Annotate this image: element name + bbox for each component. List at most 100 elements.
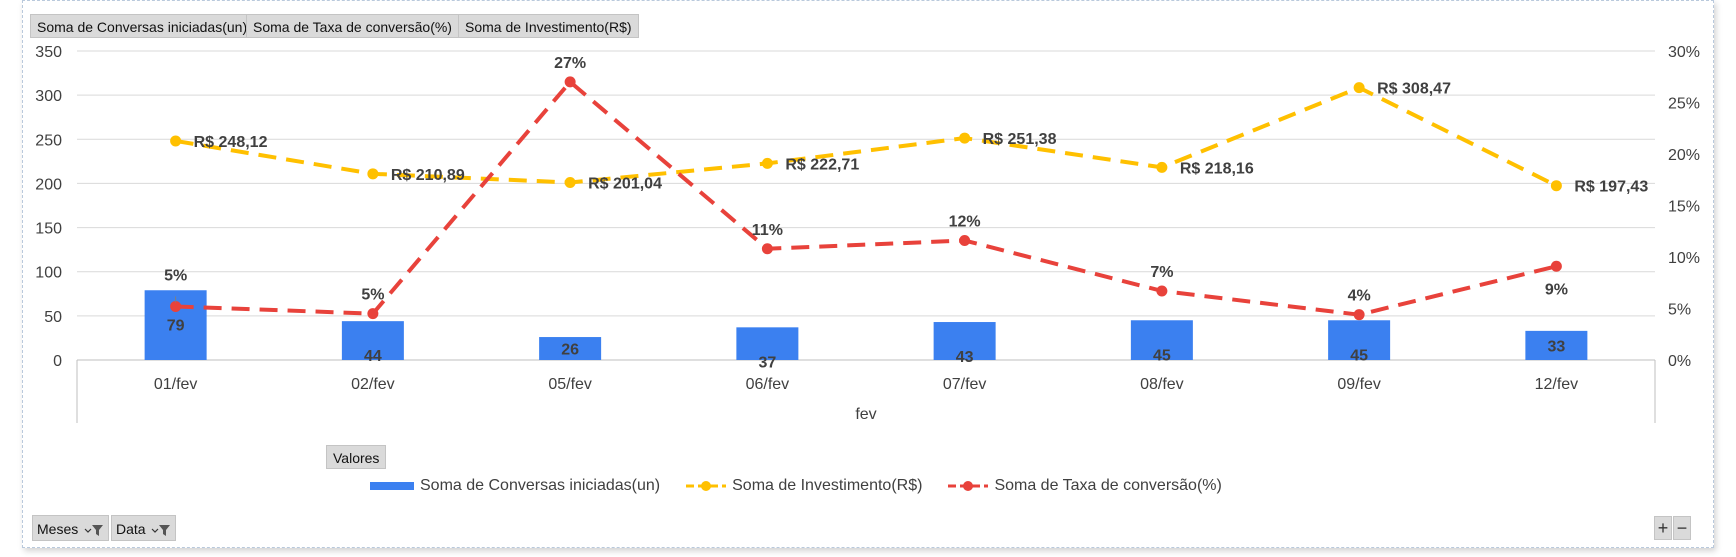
filter-button-meses[interactable]: Meses (32, 515, 110, 541)
bar-value-label: 44 (364, 348, 382, 365)
point-investimento (367, 168, 379, 180)
point-taxa (170, 300, 182, 312)
taxa-label: 4% (1348, 288, 1371, 305)
taxa-label: 11% (752, 222, 783, 239)
bar-value-label: 45 (1153, 347, 1171, 364)
x-tick-label: 12/fev (1535, 376, 1579, 393)
investimento-label: R$ 222,71 (785, 156, 859, 173)
y2-tick-label: 15% (1668, 199, 1700, 216)
investimento-label: R$ 197,43 (1574, 179, 1648, 196)
y2-tick-label: 0% (1668, 353, 1691, 370)
y2-tick-label: 10% (1668, 250, 1700, 267)
line-investimento (175, 85, 1558, 188)
y2-tick-label: 25% (1668, 96, 1700, 113)
legend-label-taxa: Soma de Taxa de conversão(%) (994, 477, 1222, 494)
investimento-label: R$ 210,89 (391, 167, 465, 184)
investimento-label: R$ 308,47 (1377, 81, 1451, 98)
bar-value-label: 33 (1547, 338, 1565, 355)
point-investimento (170, 135, 182, 147)
investimento-label: R$ 201,04 (588, 176, 662, 193)
point-taxa (1550, 260, 1562, 272)
point-investimento (1353, 82, 1365, 94)
x-tick-label: 05/fev (548, 376, 592, 393)
filter-button-data[interactable]: Data (111, 515, 177, 541)
x-axis-title: fev (855, 406, 876, 423)
point-investimento (1156, 161, 1168, 173)
investimento-label: R$ 248,12 (194, 134, 268, 151)
y-tick-label: 0 (53, 353, 62, 370)
bar (736, 327, 799, 360)
legend-swatch-taxa (948, 481, 989, 491)
gridlines (77, 50, 1655, 317)
point-investimento (564, 177, 576, 189)
x-tick-label: 09/fev (1337, 376, 1381, 393)
point-taxa (1353, 309, 1365, 321)
collapse-button[interactable]: − (1673, 516, 1691, 540)
field-tab-investimento[interactable]: Soma de Investimento(R$) (458, 14, 639, 38)
y-tick-label: 350 (35, 44, 62, 61)
taxa-label: 27% (554, 55, 586, 72)
legend-item-taxa: Soma de Taxa de conversão(%) (948, 477, 1222, 495)
field-tab-conversas[interactable]: Soma de Conversas iniciadas(un) (30, 14, 255, 38)
point-investimento (959, 132, 971, 144)
point-investimento (1550, 180, 1562, 192)
bar (1328, 320, 1391, 360)
y2-tick-label: 5% (1668, 302, 1691, 319)
taxa-label: 5% (361, 287, 384, 304)
legend-label-investimento: Soma de Investimento(R$) (732, 477, 923, 494)
point-taxa (959, 235, 971, 247)
legend: Soma de Conversas iniciadas(un) Soma de … (370, 474, 1248, 498)
y-tick-label: 250 (35, 132, 62, 149)
point-taxa (564, 76, 576, 88)
bar (1525, 330, 1588, 360)
investimento-label: R$ 251,38 (983, 131, 1057, 148)
bar (1130, 320, 1193, 360)
investimento-label: R$ 218,16 (1180, 160, 1254, 177)
bar (341, 321, 404, 360)
filter-dropdown-icon (84, 525, 104, 537)
y2-tick-label: 30% (1668, 44, 1700, 61)
legend-item-investimento: Soma de Investimento(R$) (686, 477, 922, 495)
x-tick-label: 08/fev (1140, 376, 1184, 393)
y-tick-label: 100 (35, 265, 62, 282)
taxa-label: 12% (949, 214, 981, 231)
y-tick-label: 300 (35, 88, 62, 105)
legend-swatch-investimento (686, 481, 727, 491)
data-labels: 79 44 26 37 43 45 45 33 R$ 248,12 R$ 210,89 R$ 201… (164, 55, 1648, 371)
point-investimento (761, 157, 773, 169)
legend-label-conversas: Soma de Conversas iniciadas(un) (420, 477, 661, 494)
x-tick-label: 07/fev (943, 376, 987, 393)
bar-value-label: 26 (561, 342, 579, 359)
bar (539, 337, 602, 360)
line-series (170, 76, 1562, 321)
point-taxa (367, 308, 379, 320)
bar-value-label: 43 (956, 349, 974, 366)
y-tick-label: 150 (35, 221, 62, 238)
filter-label-meses: Meses (37, 521, 79, 537)
y-tick-label: 50 (44, 309, 62, 326)
bar-value-label: 45 (1350, 347, 1368, 364)
taxa-label: 9% (1545, 281, 1568, 298)
filter-dropdown-icon (152, 525, 171, 537)
axes: 0 50 100 150 200 250 300 350 0% 5% 10% 15% 20% 25% 30%… (35, 44, 1700, 423)
x-tick-label: 06/fev (746, 376, 790, 393)
legend-swatch-bar (370, 482, 414, 490)
y-tick-label: 200 (35, 176, 62, 193)
chart-frame (22, 0, 1714, 548)
point-taxa (761, 243, 773, 255)
line-taxa (175, 79, 1557, 317)
taxa-label: 5% (164, 267, 187, 284)
taxa-label: 7% (1150, 264, 1173, 281)
legend-item-conversas: Soma de Conversas iniciadas(un) (370, 477, 660, 495)
y2-tick-label: 20% (1668, 147, 1700, 164)
expand-button[interactable]: + (1654, 516, 1672, 540)
legend-title[interactable]: Valores (326, 445, 387, 469)
bar-value-label: 79 (167, 317, 185, 334)
bar (933, 322, 996, 360)
x-tick-label: 01/fev (154, 376, 198, 393)
bar-value-label: 37 (758, 354, 776, 371)
filter-label-data: Data (116, 521, 146, 537)
point-taxa (1156, 285, 1168, 297)
x-tick-label: 02/fev (351, 376, 395, 393)
